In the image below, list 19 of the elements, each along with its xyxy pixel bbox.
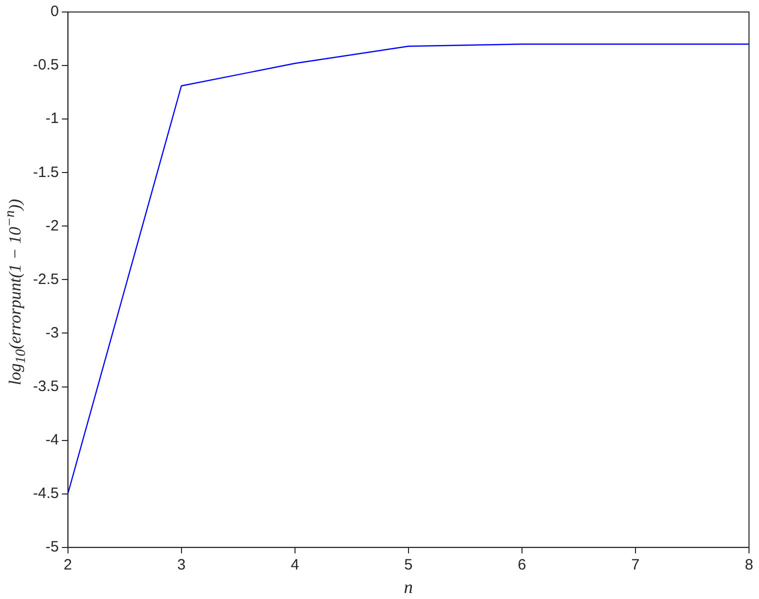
x-tick-label: 3 — [177, 556, 186, 574]
y-tick-label: -4.5 — [32, 485, 59, 502]
y-tick-label: -3 — [46, 324, 59, 342]
x-tick-label: 7 — [631, 556, 640, 574]
y-tick-label: -5 — [46, 538, 59, 556]
y-tick-label: -2 — [46, 217, 59, 234]
x-tick-label: 8 — [744, 556, 754, 574]
y-tick-label: -3.5 — [32, 378, 59, 395]
y-tick-label: -2.5 — [32, 270, 59, 288]
x-tick-label: 2 — [64, 556, 72, 574]
x-tick-label: 4 — [290, 556, 300, 574]
y-tick-label: 0 — [50, 3, 59, 20]
y-tick-label: -0.5 — [32, 56, 59, 74]
y-tick-label: -1 — [46, 110, 59, 128]
y-tick-label: -4 — [46, 431, 59, 448]
x-axis-title: n — [404, 576, 413, 597]
x-tick-label: 5 — [404, 556, 413, 574]
x-tick-label: 6 — [518, 556, 526, 574]
y-tick-label: -1.5 — [32, 164, 59, 181]
